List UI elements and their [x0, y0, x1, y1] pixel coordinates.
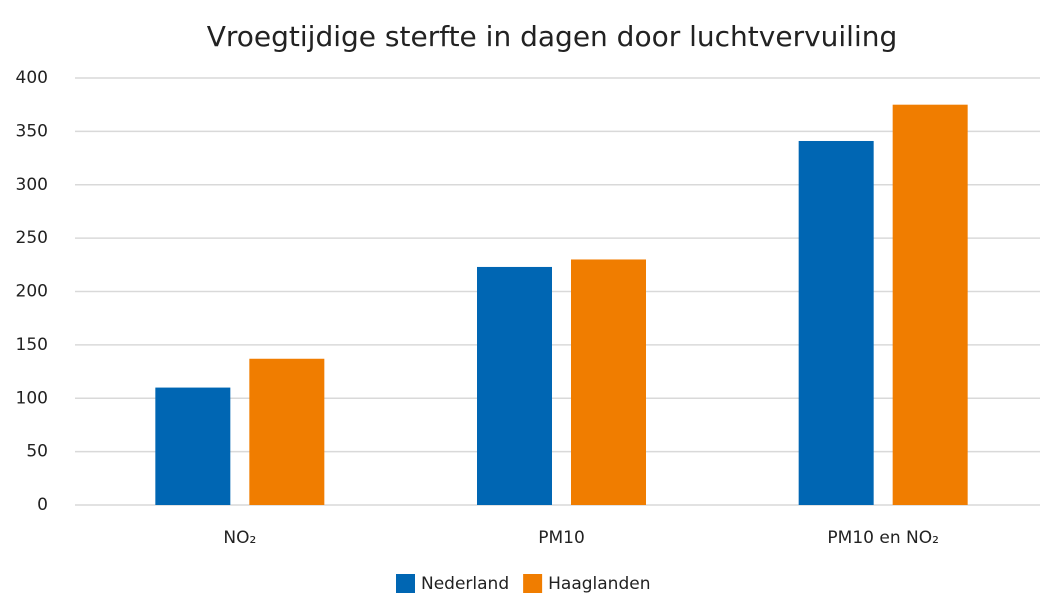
y-tick-label: 350	[16, 121, 48, 141]
legend-label: Nederland	[421, 574, 509, 594]
legend-label: Haaglanden	[548, 574, 650, 594]
y-tick-label: 300	[16, 175, 48, 195]
y-tick-label: 400	[16, 68, 48, 88]
x-tick-label: NO₂	[223, 528, 256, 548]
legend-swatch	[523, 574, 543, 593]
bar	[892, 104, 968, 505]
y-tick-label: 0	[37, 495, 48, 515]
y-tick-label: 200	[16, 282, 48, 302]
bar	[249, 358, 325, 505]
legend-swatch	[396, 574, 415, 593]
chart-title: Vroegtijdige sterfte in dagen door lucht…	[207, 20, 898, 53]
x-tick-label: PM10	[538, 528, 585, 548]
x-tick-label: PM10 en NO₂	[827, 528, 939, 548]
bar	[798, 140, 874, 506]
y-tick-label: 150	[16, 335, 48, 355]
y-tick-label: 50	[26, 442, 48, 462]
y-tick-label: 250	[16, 228, 48, 248]
y-tick-label: 100	[16, 388, 48, 408]
bar	[477, 266, 552, 505]
bar	[155, 387, 231, 505]
bar	[571, 259, 646, 505]
